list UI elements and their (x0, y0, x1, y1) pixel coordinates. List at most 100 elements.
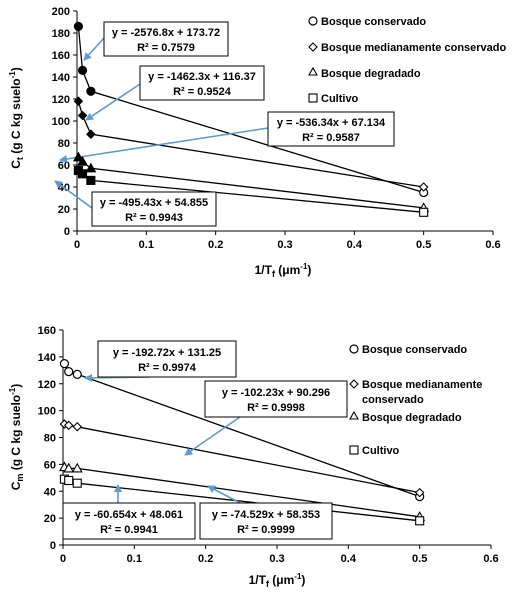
data-point-diamond (77, 110, 88, 121)
data-point-diamond (63, 420, 74, 431)
x-tick-label: 0.2 (208, 239, 223, 251)
chart-1-x-ticks: 0 0.1 0.2 0.3 0.4 0.5 0.6 (74, 231, 501, 251)
legend-square-marker (349, 445, 359, 455)
legend-item-bosque-conservado: Bosque conservado (308, 16, 426, 28)
legend-label: Bosque degradado (362, 412, 462, 424)
data-point-square (419, 207, 429, 217)
equation-box (97, 340, 237, 378)
trendline (77, 26, 424, 194)
equation-box (62, 502, 196, 540)
r-squared-text: R² = 0.9999 (237, 524, 295, 536)
data-point-circle (59, 358, 70, 369)
equation-text: y = -74.529x + 58.353 (212, 509, 320, 521)
equation-text: y = -1462.3x + 116.37 (148, 71, 256, 83)
equation-text: y = -102.23x + 90.296 (222, 387, 330, 399)
data-point-square (64, 475, 74, 486)
data-point-triangle (85, 162, 97, 173)
chart-1-equation-bosque-conservado: y = -2576.8x + 173.72 R² = 0.7579 (103, 21, 229, 57)
chart-1-equation-bosque-medianamente: y = -1462.3x + 116.37 R² = 0.9524 (139, 65, 265, 101)
x-tick-label: 0.4 (347, 239, 363, 251)
legend-square-marker (308, 93, 318, 103)
legend-item-cultivo: Cultivo (349, 445, 400, 457)
data-point-diamond (86, 129, 96, 139)
legend-diamond-marker (349, 379, 359, 389)
chart-2-y-axis-label: Cm (g C kg suelo-1) (8, 384, 25, 491)
data-point-circle (64, 367, 74, 377)
data-point-triangle (77, 156, 88, 166)
data-point-circle (77, 65, 88, 76)
x-tick-label: 0.5 (416, 239, 431, 251)
r-squared-text: R² = 0.7579 (137, 42, 195, 54)
chart-1-legend: Bosque conservado Bosque medianamente co… (308, 16, 507, 105)
y-tick-label: 0 (64, 226, 70, 238)
x-tick-label: 0.6 (485, 239, 500, 251)
equation-text: y = -60.654x + 48.061 (75, 509, 183, 521)
y-tick-label: 140 (52, 72, 70, 84)
r-squared-text: R² = 0.9587 (302, 132, 360, 144)
chart-1: 020406080100120140160180200 00.10.20.30.… (8, 6, 507, 279)
data-point-circle (86, 86, 96, 96)
legend-label: Cultivo (362, 445, 400, 457)
x-tick-label: 0.2 (198, 553, 213, 565)
legend-diamond-marker (308, 42, 318, 52)
data-point-square (415, 516, 425, 526)
legend-label: Bosque medianamente conservado (321, 42, 507, 54)
data-point-circle (72, 369, 82, 379)
data-point-square (86, 175, 96, 185)
x-tick-label: 0.3 (277, 239, 292, 251)
r-squared-text: R² = 0.9943 (125, 212, 183, 224)
y-tick-label: 160 (52, 50, 70, 62)
chart-2-y-ticks: 0 20 40 60 80 100 120 140 160 (38, 325, 63, 552)
equation-text: y = -495.43x + 54.855 (100, 197, 208, 209)
y-tick-label: 180 (52, 28, 70, 40)
data-point-triangle (63, 462, 75, 473)
legend-item-bosque-medianamente-conservado: Bosque medianamente conservado (308, 42, 507, 54)
legend-label: Bosque conservado (362, 344, 467, 356)
equation-box (139, 65, 265, 101)
y-tick-label: 120 (38, 379, 56, 391)
data-point-triangle (71, 462, 83, 473)
legend-item-cultivo: Cultivo (308, 93, 359, 105)
chart-1-y-axis-label: Ct (g C kg suelo-1) (8, 67, 25, 168)
chart-2-points (58, 358, 426, 526)
data-point-diamond (414, 487, 425, 498)
legend-circle-marker (308, 16, 318, 26)
equation-text: y = -192.72x + 131.25 (113, 347, 221, 359)
legend-triangle-marker (308, 66, 318, 76)
x-tick-label: 0.1 (139, 239, 154, 251)
equation-box (103, 21, 229, 57)
data-point-diamond (72, 421, 83, 432)
equation-text: y = -536.34x + 67.134 (277, 117, 386, 129)
legend-label-continued: conservado (362, 394, 424, 406)
chart-2-x-ticks: 0 0.1 0.2 0.3 0.4 0.5 0.6 (60, 545, 499, 565)
chart-1-arrows (54, 37, 269, 209)
data-point-triangle (72, 151, 84, 162)
chart-2-equation-cultivo: y = -60.654x + 48.061 R² = 0.9941 (62, 502, 196, 540)
x-tick-label: 0 (60, 553, 66, 565)
legend-item-bosque-medianamente-conservado: Bosque medianamente conservado (349, 379, 482, 406)
data-point-diamond (418, 182, 429, 192)
x-tick-label: 0.6 (483, 553, 498, 565)
legend-label: Bosque conservado (321, 16, 426, 28)
callout-arrow (207, 485, 241, 504)
chart-1-y-ticks: 020406080100120140160180200 (52, 6, 77, 238)
callout-arrow (85, 83, 141, 121)
data-point-circle (73, 21, 83, 31)
x-tick-label: 0.3 (269, 553, 284, 565)
legend-item-bosque-degradado: Bosque degradado (349, 410, 462, 424)
y-tick-label: 40 (44, 486, 56, 498)
equation-box (267, 111, 395, 147)
legend-triangle-marker (349, 410, 359, 420)
equation-box (204, 380, 348, 418)
callout-arrow (83, 37, 105, 61)
r-squared-text: R² = 0.9974 (138, 362, 197, 374)
chart-1-equation-bosque-degradado: y = -536.34x + 67.134 R² = 0.9587 (267, 111, 395, 147)
chart-2-equation-bosque-degradado: y = -74.529x + 58.353 R² = 0.9999 (199, 502, 333, 540)
x-tick-label: 0.4 (341, 553, 357, 565)
legend-label: Bosque medianamente (362, 379, 482, 391)
equation-text: y = -2576.8x + 173.72 (112, 27, 220, 39)
y-tick-label: 120 (52, 94, 70, 106)
chart-1-equation-cultivo: y = -495.43x + 54.855 R² = 0.9943 (91, 191, 217, 227)
r-squared-text: R² = 0.9524 (173, 86, 232, 98)
callout-arrow (184, 416, 241, 456)
